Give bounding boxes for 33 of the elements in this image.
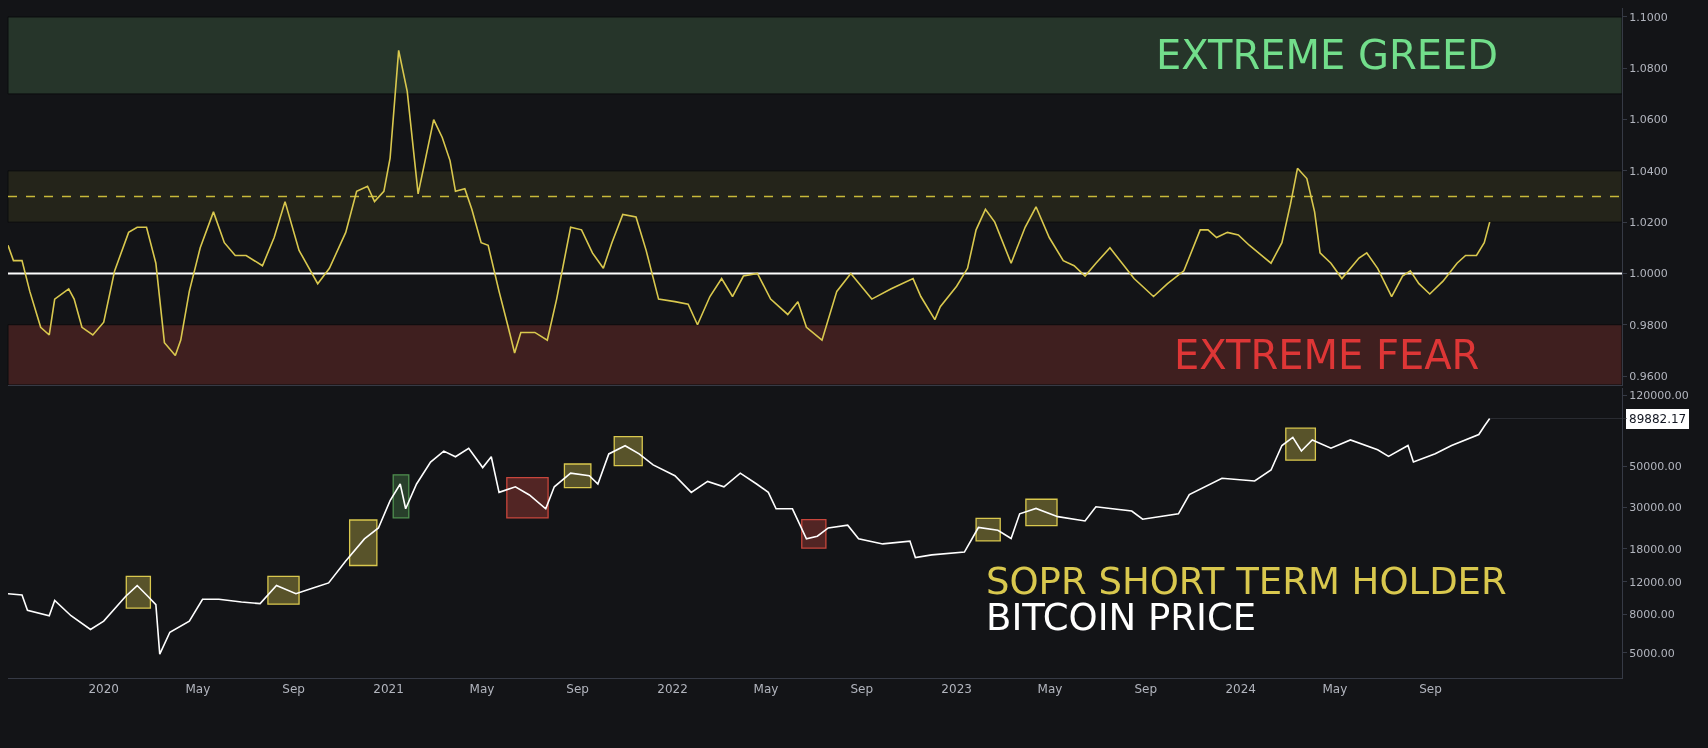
x-tick-label: Sep	[1419, 682, 1442, 697]
y-tick-label: 18000.00	[1629, 542, 1682, 556]
band-label: EXTREME GREED	[1156, 32, 1499, 78]
x-tick-label: 2021	[373, 682, 404, 697]
x-tick-label: Sep	[1134, 682, 1158, 697]
x-tick-label: May	[469, 682, 495, 697]
x-tick-label: Sep	[566, 682, 589, 697]
y-tick-label: 50000.00	[1629, 459, 1682, 473]
y-tick-label: 1.0800	[1629, 62, 1668, 76]
y-tick-label: 120000.00	[1629, 388, 1689, 402]
y-tick-label: 1.1000	[1629, 10, 1668, 24]
x-tick-label: Sep	[282, 682, 305, 697]
x-tick-label: 2022	[657, 682, 688, 697]
y-tick-label: 0.9600	[1629, 369, 1668, 383]
y-tick-label: 0.9800	[1629, 318, 1668, 332]
y-tick-label: 1.0200	[1629, 216, 1668, 229]
y-tick-label: 1.0000	[1629, 267, 1668, 281]
y-tick-label: 30000.00	[1629, 501, 1682, 515]
x-tick-label: Sep	[850, 682, 873, 697]
x-tick-label: 2020	[88, 682, 119, 697]
y-tick-label: 12000.00	[1629, 575, 1682, 589]
y-tick-label: 8000.00	[1629, 608, 1675, 622]
band-label: EXTREME FEAR	[1174, 332, 1480, 378]
x-tick-label: May	[1322, 682, 1348, 697]
x-tick-label: 2023	[941, 682, 972, 697]
y-tick-label: 1.0600	[1629, 113, 1668, 127]
y-tick-label: 5000.00	[1629, 646, 1675, 660]
x-tick-label: 2024	[1225, 682, 1256, 697]
x-tick-label: May	[753, 682, 779, 697]
x-tick-label: May	[1037, 682, 1063, 697]
y-tick-label: 1.0400	[1629, 164, 1668, 178]
annotation: 89882.17	[1629, 412, 1687, 426]
x-tick-label: May	[185, 682, 211, 697]
